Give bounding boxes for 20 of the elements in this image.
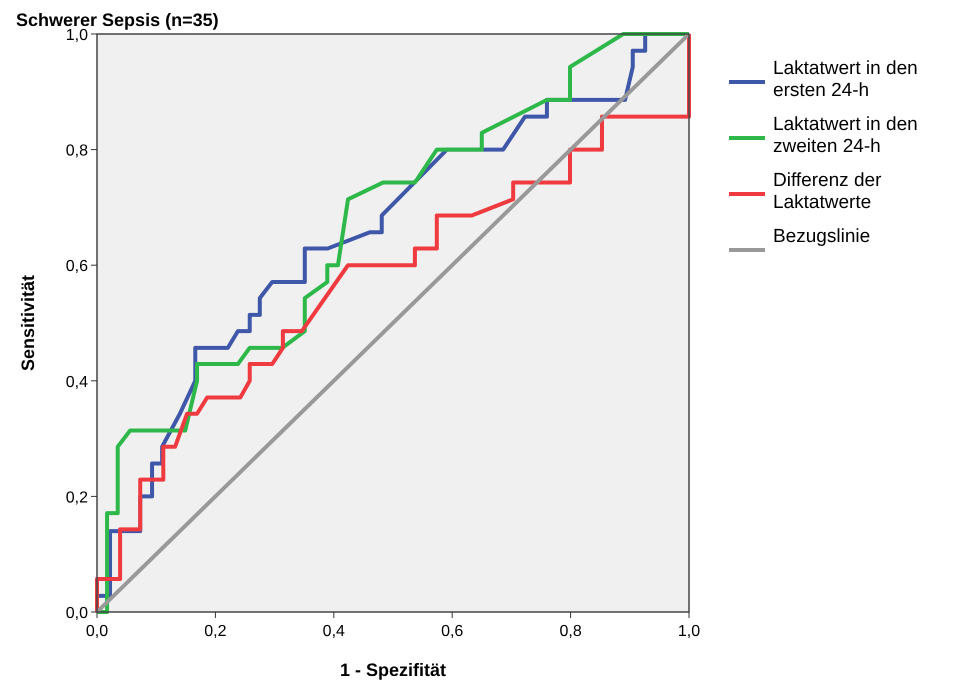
x-tick-label: 0,2 xyxy=(204,623,227,640)
y-tick-label: 0,2 xyxy=(66,489,88,506)
y-tick-label: 0,8 xyxy=(66,142,88,160)
x-tick-label: 0,6 xyxy=(441,623,464,640)
y-axis-title: Sensitivität xyxy=(18,274,38,372)
legend-label: Differenz der Laktatwerte xyxy=(773,170,882,213)
text: Bezugslinie xyxy=(773,226,870,247)
y-tick-label: 1,0 xyxy=(66,27,88,44)
y-tick-label: 0,4 xyxy=(66,374,88,391)
line-series xyxy=(95,32,691,614)
x-axis-title: 1 - Spezifität xyxy=(340,660,446,680)
x-tick-label: 1,0 xyxy=(678,623,700,640)
x-tick-label: 0,0 xyxy=(86,623,108,640)
x-tick-label: 0,4 xyxy=(322,623,346,640)
legend-label: Laktatwert in den ersten 24-h xyxy=(773,58,918,101)
legend-label: Laktatwert in den zweiten 24-h xyxy=(773,114,918,157)
x-tick-label: 0,8 xyxy=(559,623,582,640)
chart-title: Schwerer Sepsis (n=35) xyxy=(16,10,219,30)
y-tick-label: 0,6 xyxy=(66,258,88,276)
y-tick-label: 0,0 xyxy=(66,605,88,622)
